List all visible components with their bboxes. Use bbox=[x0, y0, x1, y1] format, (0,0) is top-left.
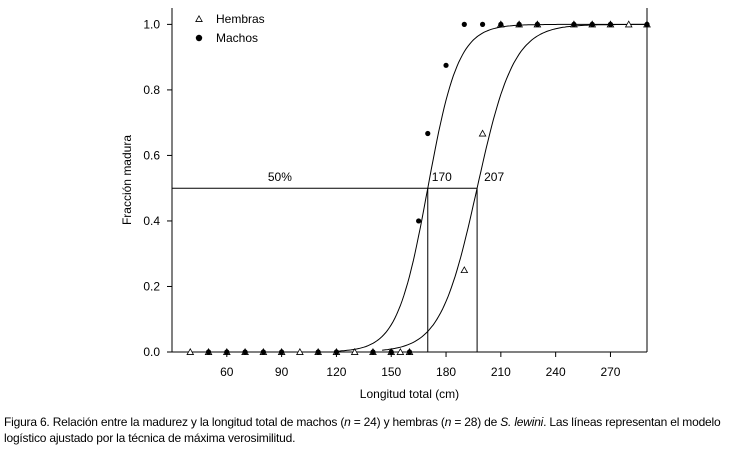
data-point-machos bbox=[370, 349, 376, 355]
data-point-machos bbox=[425, 130, 431, 137]
x-tick-label: 150 bbox=[381, 365, 401, 379]
data-point-machos bbox=[416, 218, 422, 224]
caption-n-var-2: n bbox=[444, 415, 452, 429]
data-point-hembras bbox=[478, 129, 487, 137]
data-point-machos bbox=[260, 349, 266, 355]
y-tick-label: 0.2 bbox=[143, 279, 160, 293]
figure-caption: Figura 6. Relación entre la madurez y la… bbox=[4, 414, 739, 446]
y-tick-label: 1.0 bbox=[143, 17, 160, 31]
x-tick-label: 270 bbox=[600, 365, 620, 379]
legend-label-machos: Machos bbox=[216, 31, 258, 45]
data-point-hembras bbox=[296, 347, 304, 355]
data-point-hembras bbox=[186, 347, 195, 355]
y-tick-label: 0.8 bbox=[143, 83, 160, 97]
l50-hembras-label: 207 bbox=[484, 170, 504, 184]
caption-species: S. lewini bbox=[500, 415, 544, 429]
caption-text-1: Figura 6. Relación entre la madurez y la… bbox=[4, 415, 345, 429]
legend-marker-machos bbox=[195, 34, 203, 42]
x-tick-label: 60 bbox=[220, 365, 234, 379]
x-tick-label: 120 bbox=[326, 365, 346, 379]
data-point-machos bbox=[644, 21, 650, 27]
x-tick-label: 210 bbox=[491, 365, 511, 379]
x-tick-label: 240 bbox=[546, 365, 566, 379]
plot-area: 0.0 0.2 0.4 0.6 0.8 1.0 60 90 120 150 180 210 240 270… bbox=[120, 8, 651, 401]
data-point-machos bbox=[443, 62, 449, 68]
x-tick-label: 180 bbox=[436, 365, 456, 379]
y-tick-label: 0.4 bbox=[143, 214, 160, 228]
data-point-machos bbox=[388, 349, 394, 355]
caption-text-4: . Las líneas representan el modelo logís… bbox=[4, 415, 721, 445]
data-point-machos bbox=[242, 349, 248, 355]
data-point-machos bbox=[479, 21, 486, 27]
data-point-machos bbox=[534, 21, 540, 27]
maturity-chart: 0.0 0.2 0.4 0.6 0.8 1.0 60 90 120 150 180 210 240 270… bbox=[120, 8, 651, 401]
legend-marker-hembras bbox=[195, 14, 203, 22]
fit-line-hembras bbox=[382, 23, 647, 351]
x-axis-label: Longitud total (cm) bbox=[360, 387, 459, 401]
legend-label-hembras: Hembras bbox=[216, 12, 265, 26]
fifty-percent-label: 50% bbox=[268, 170, 292, 184]
y-tick-label: 0.6 bbox=[143, 148, 160, 162]
caption-text-2: = 24) y hembras ( bbox=[350, 415, 445, 429]
caption-n-var-1: n bbox=[344, 415, 351, 429]
data-point-machos bbox=[315, 349, 321, 355]
y-axis-label: Fracción madura bbox=[120, 135, 134, 225]
data-point-machos bbox=[498, 21, 504, 27]
data-point-machos bbox=[589, 21, 595, 27]
data-point-machos bbox=[516, 21, 522, 27]
data-point-machos bbox=[571, 21, 577, 27]
data-point-hembras bbox=[396, 347, 405, 355]
data-point-machos bbox=[461, 21, 467, 27]
caption-text-3: = 28) de bbox=[451, 415, 501, 429]
data-point-hembras bbox=[624, 20, 633, 28]
x-tick-label: 90 bbox=[275, 365, 289, 379]
data-point-machos bbox=[279, 349, 285, 355]
data-point-machos bbox=[607, 21, 614, 27]
data-point-machos bbox=[333, 349, 340, 355]
data-point-hembras bbox=[350, 347, 359, 355]
data-point-machos bbox=[406, 349, 413, 355]
data-point-machos bbox=[205, 349, 212, 355]
data-point-machos bbox=[224, 349, 230, 355]
l50-machos-label: 170 bbox=[432, 170, 452, 184]
y-tick-label: 0.0 bbox=[143, 345, 160, 359]
data-point-hembras bbox=[460, 266, 469, 274]
